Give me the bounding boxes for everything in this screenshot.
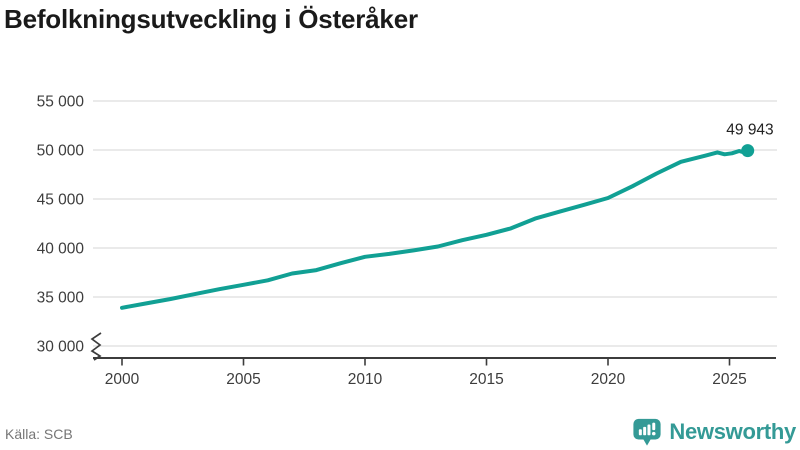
newsworthy-pin-barchart-icon xyxy=(633,418,661,446)
exclamation-dot xyxy=(652,431,656,436)
x-axis-ticks xyxy=(121,358,731,366)
newsworthy-wordmark: Newsworthy xyxy=(669,419,796,444)
bar-tall xyxy=(647,424,651,436)
gridlines xyxy=(93,100,777,347)
x-axis-labels: 2000 2005 2010 2015 2020 2025 xyxy=(105,371,747,388)
y-axis-tick-label: 45 000 xyxy=(37,192,85,209)
bar-small xyxy=(639,429,643,436)
x-axis-tick-label: 2020 xyxy=(591,371,626,388)
latest-value-label: 49 943 xyxy=(726,122,773,139)
population-line xyxy=(120,148,750,310)
y-axis-tick-label: 50 000 xyxy=(37,143,85,160)
y-axis-labels: 55 000 50 000 45 000 40 000 35 000 30 000 xyxy=(37,94,85,356)
chart-title: Befolkningsutveckling i Österåker xyxy=(4,4,418,34)
y-axis-tick-label: 40 000 xyxy=(37,241,85,258)
y-axis-tick-label: 55 000 xyxy=(37,94,85,111)
latest-point-marker xyxy=(741,144,755,158)
y-axis-break-icon xyxy=(90,332,102,361)
x-axis-tick-label: 2010 xyxy=(348,371,383,388)
x-axis-tick-label: 2000 xyxy=(105,371,140,388)
x-axis-tick-label: 2005 xyxy=(226,371,260,388)
exclamation-bar xyxy=(652,422,656,431)
population-line-chart: 55 000 50 000 45 000 40 000 35 000 30 000 200… xyxy=(37,94,777,388)
y-axis-tick-label: 30 000 xyxy=(37,339,85,356)
x-axis-tick-label: 2015 xyxy=(469,371,503,388)
source-note: Källa: SCB xyxy=(5,426,73,442)
newsworthy-logo: Newsworthy xyxy=(632,417,796,447)
bar-medium xyxy=(643,426,647,436)
pin-shape xyxy=(633,418,661,446)
y-axis-tick-label: 35 000 xyxy=(37,290,85,307)
x-axis-tick-label: 2025 xyxy=(712,371,746,388)
